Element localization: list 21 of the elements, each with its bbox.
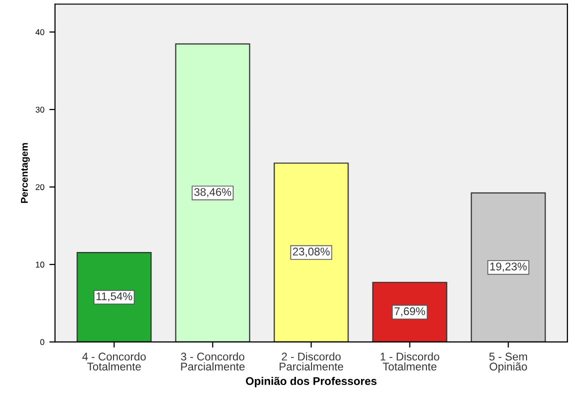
data-label: 19,23% [490,262,527,272]
bar [470,192,546,342]
bar [175,43,250,342]
x-tick-label: 4 - Concordo Totalmente [82,352,146,370]
x-tick-label: 5 - Sem Opinião [489,352,528,373]
y-tick-label: 10 [36,262,44,268]
bar [274,162,349,342]
y-tick-label: 30 [36,106,44,113]
x-tick-label: 2 - Discordo Parcialmente [280,352,344,370]
x-tick-label: 1 - Discordo Totalmente [380,352,440,370]
x-tick-label: 3 - Concordo Parcialmente [180,352,245,370]
y-axis-title: Percentagem [21,143,30,203]
data-label: 7,69% [394,307,426,316]
data-label: 23,08% [292,248,330,257]
x-axis-title: Opinião dos Professores [246,376,377,388]
data-label: 11,54% [96,292,132,302]
y-tick-label: 40 [36,29,44,36]
y-tick-label: 0 [40,339,44,346]
y-tick-label: 20 [36,184,44,190]
bar [76,252,152,342]
data-label: 38,46% [194,188,232,198]
